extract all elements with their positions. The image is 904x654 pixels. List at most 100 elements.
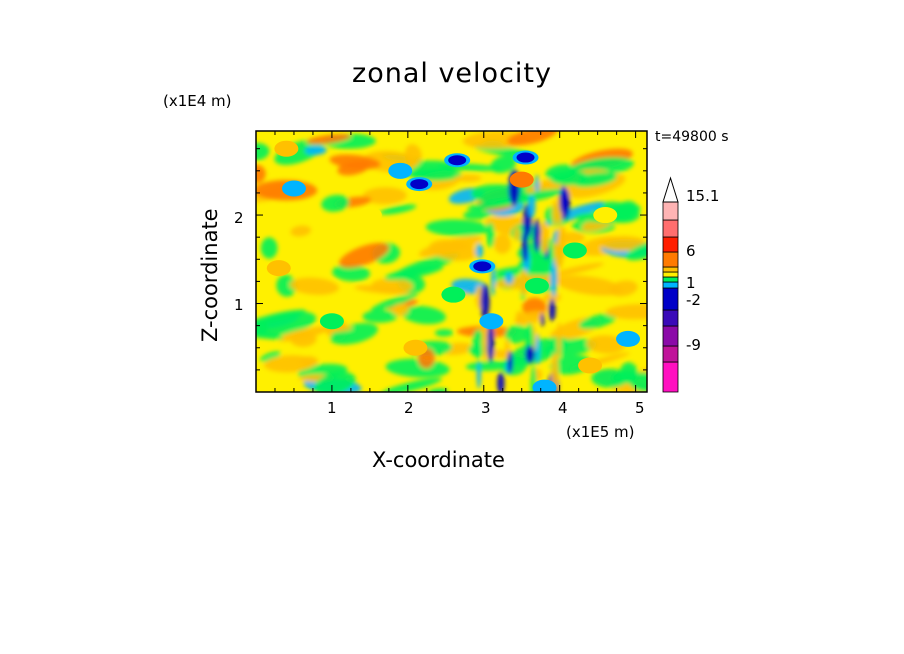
field-contour (304, 145, 327, 156)
field-contour (506, 188, 566, 204)
field-feature (479, 313, 504, 330)
field-contour (463, 209, 491, 220)
field-contour (434, 329, 454, 337)
field-feature (274, 140, 299, 157)
x-tick-label: 2 (404, 399, 414, 417)
field-feature (593, 207, 618, 224)
field-contour (611, 370, 636, 383)
colorbar (662, 176, 679, 393)
field-contour (371, 293, 418, 311)
field-streak (490, 262, 496, 297)
colorbar-label: -9 (686, 336, 701, 354)
field-streak (521, 230, 529, 263)
colorbar-band (662, 287, 679, 311)
field-feature (357, 207, 382, 224)
chart-title: zonal velocity (352, 58, 552, 89)
colorbar-band (662, 325, 679, 347)
colorbar-band (662, 309, 679, 327)
x-axis-unit: (x1E5 m) (566, 423, 635, 441)
field-contour (264, 355, 316, 373)
field-contour (306, 133, 352, 145)
x-tick-label: 5 (635, 399, 645, 417)
field-feature (388, 162, 413, 179)
field-streak (540, 221, 550, 254)
colorbar-band (662, 271, 679, 278)
field-contour (384, 264, 444, 281)
field-contour (562, 231, 585, 244)
colorbar-band (662, 266, 679, 273)
field-contour (256, 309, 306, 325)
field-feature (448, 155, 467, 166)
field-feature (562, 242, 587, 259)
field-contour (276, 274, 297, 297)
plot-frame (255, 130, 648, 393)
field-contour (260, 237, 278, 259)
field-streak (472, 329, 484, 359)
field-contour (599, 236, 647, 252)
colorbar-band (662, 361, 679, 393)
field-streak (550, 258, 558, 298)
field-contour (371, 278, 413, 294)
field-contour (274, 139, 324, 165)
field-streak (556, 321, 562, 359)
field-contour (385, 358, 450, 378)
field-streak (497, 371, 505, 392)
field-contour (362, 187, 407, 205)
field-feature (441, 286, 466, 303)
field-contour (380, 377, 442, 392)
field-streak (482, 322, 489, 362)
field-contour (454, 174, 482, 182)
field-streak (551, 351, 559, 391)
field-streak (540, 313, 545, 327)
x-tick-label: 4 (558, 399, 568, 417)
colorbar-label: 6 (686, 242, 696, 260)
field-streak (504, 271, 514, 285)
field-streak (475, 243, 484, 259)
colorbar-label: 1 (686, 274, 696, 292)
colorbar-band (662, 219, 679, 238)
field-contour (556, 275, 623, 296)
x-axis-label: X-coordinate (372, 448, 505, 472)
field-contour (543, 338, 597, 357)
field-contour (332, 264, 371, 282)
field-streak (534, 174, 540, 193)
field-feature (473, 261, 492, 272)
field-feature (509, 171, 534, 188)
field-feature (319, 313, 344, 330)
field-contour (546, 262, 604, 278)
field-feature (403, 339, 428, 356)
field-streak (476, 360, 482, 389)
field-streak (515, 310, 524, 324)
y-tick-label: 2 (234, 209, 244, 227)
x-tick-label: 1 (327, 399, 337, 417)
field-contour (329, 154, 381, 170)
field-contour (543, 291, 561, 303)
field-contour (549, 170, 589, 186)
field-feature (266, 260, 291, 277)
colorbar-overflow-triangle (662, 176, 679, 203)
field-streak (548, 298, 556, 322)
field-contour (290, 225, 311, 237)
field-contour (625, 241, 647, 261)
field-contour (321, 194, 350, 212)
field-streak (480, 284, 490, 320)
field-streak (535, 333, 540, 366)
field-streak (513, 226, 520, 242)
field-contour (504, 325, 529, 344)
y-tick-label: 1 (234, 296, 244, 314)
field-streak (552, 200, 557, 227)
field-contour (429, 239, 478, 261)
colorbar-band (662, 201, 679, 221)
field-blobs (256, 131, 647, 392)
field-contour (260, 351, 281, 362)
velocity-field (256, 131, 647, 392)
field-feature (578, 357, 603, 374)
field-contour (289, 277, 339, 295)
field-contour (586, 335, 626, 354)
field-contour (256, 329, 284, 340)
field-feature (516, 152, 535, 163)
field-feature (281, 180, 306, 197)
field-streak (525, 345, 535, 364)
field-streak (486, 222, 495, 248)
field-contour (314, 371, 356, 392)
